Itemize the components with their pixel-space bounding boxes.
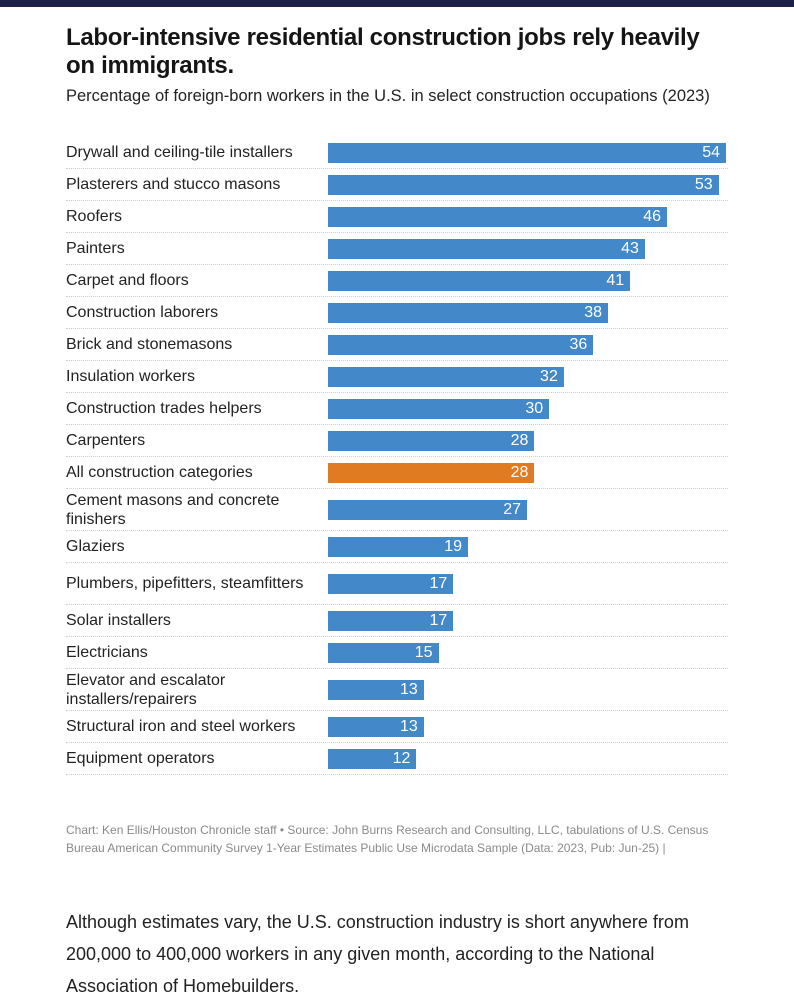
category-label: Plasterers and stucco masons [66,176,281,193]
bar: 27 [328,499,527,520]
bar: 28 [328,430,535,451]
bar: 17 [328,573,454,594]
chart-source: Chart: Ken Ellis/Houston Chronicle staff… [66,823,709,855]
data-label: 53 [694,175,713,193]
bar-row: Electricians 15 [66,637,728,669]
bar-chart: Drywall and ceiling-tile installers 54 Pla… [66,137,728,775]
bar-row: Painters 43 [66,233,728,265]
bar-row: Construction trades helpers 30 [66,393,728,425]
bar-row: Structural iron and steel workers 13 [66,711,728,743]
article-paragraph: Although estimates vary, the U.S. constr… [66,912,689,996]
category-label: Equipment operators [66,750,215,767]
bar: 17 [328,610,454,631]
data-label: 30 [525,399,544,417]
data-label: 27 [503,500,521,518]
bar-row: Carpenters 28 [66,425,728,457]
data-label: 28 [510,431,529,449]
data-label: 17 [429,574,448,592]
category-label: Drywall and ceiling-tile installers [66,144,293,161]
data-label: 43 [621,239,639,257]
category-label: Construction laborers [66,304,219,321]
category-label: Elevator and escalator installers/repair… [66,671,226,708]
data-label: 13 [400,717,418,735]
data-label: 12 [392,749,411,767]
category-label: Solar installers [66,612,171,629]
bar: 54 [328,142,726,163]
bar-row: Plasterers and stucco masons 53 [66,169,728,201]
data-label: 32 [540,367,558,385]
bar: 28 [328,462,535,483]
bar-row: Drywall and ceiling-tile installers 54 [66,137,728,169]
bar: 46 [328,206,668,227]
category-label: Structural iron and steel workers [66,718,296,735]
category-label: All construction categories [66,464,253,481]
bar-row: Glaziers 19 [66,531,728,563]
bar: 30 [328,398,550,419]
category-label: Electricians [66,644,148,661]
category-label: Roofers [66,208,123,225]
data-label: 28 [510,463,529,481]
data-label: 41 [606,271,625,289]
data-label: 19 [444,537,463,555]
bar-row: Carpet and floors 41 [66,265,728,297]
site-header-bar [0,0,794,7]
bar-row: Construction laborers 38 [66,297,728,329]
bar-row: Cement masons and concrete finishers 27 [66,489,728,531]
bar: 15 [328,642,439,663]
data-label: 15 [414,643,433,661]
bar: 38 [328,302,609,323]
data-label: 46 [643,207,662,225]
bar-row: All construction categories 28 [66,457,728,489]
category-label: Carpet and floors [66,272,189,289]
bar: 32 [328,366,564,387]
chart-title: Labor-intensive residential construction… [66,24,700,79]
bar-row: Elevator and escalator installers/repair… [66,669,728,711]
data-label: 38 [584,303,603,321]
bar: 36 [328,334,594,355]
category-label: Cement masons and concrete finishers [66,491,280,528]
data-label: 13 [400,680,418,698]
bar: 12 [328,748,417,769]
bar-row: Solar installers 17 [66,605,728,637]
data-label: 54 [702,143,720,161]
bar-row: Brick and stonemasons 36 [66,329,728,361]
bar: 53 [328,174,719,195]
category-label: Painters [66,240,125,257]
bar: 13 [328,679,424,700]
chart-subtitle: Percentage of foreign-born workers in th… [66,87,710,105]
bar-row: Equipment operators 12 [66,743,728,775]
category-label: Brick and stonemasons [66,336,233,353]
data-label: 17 [429,611,448,629]
category-label: Plumbers, pipefitters, steamfitters [66,575,304,592]
data-label: 36 [569,335,588,353]
bar: 41 [328,270,631,291]
bar-row: Insulation workers 32 [66,361,728,393]
category-label: Insulation workers [66,368,195,385]
category-label: Glaziers [66,538,125,555]
category-label: Carpenters [66,432,146,449]
bar: 19 [328,536,469,557]
bar-row: Roofers 46 [66,201,728,233]
bar: 43 [328,238,645,259]
category-label: Construction trades helpers [66,400,262,417]
bar: 13 [328,716,424,737]
bar-row: Plumbers, pipefitters, steamfitters 17 [66,563,728,605]
